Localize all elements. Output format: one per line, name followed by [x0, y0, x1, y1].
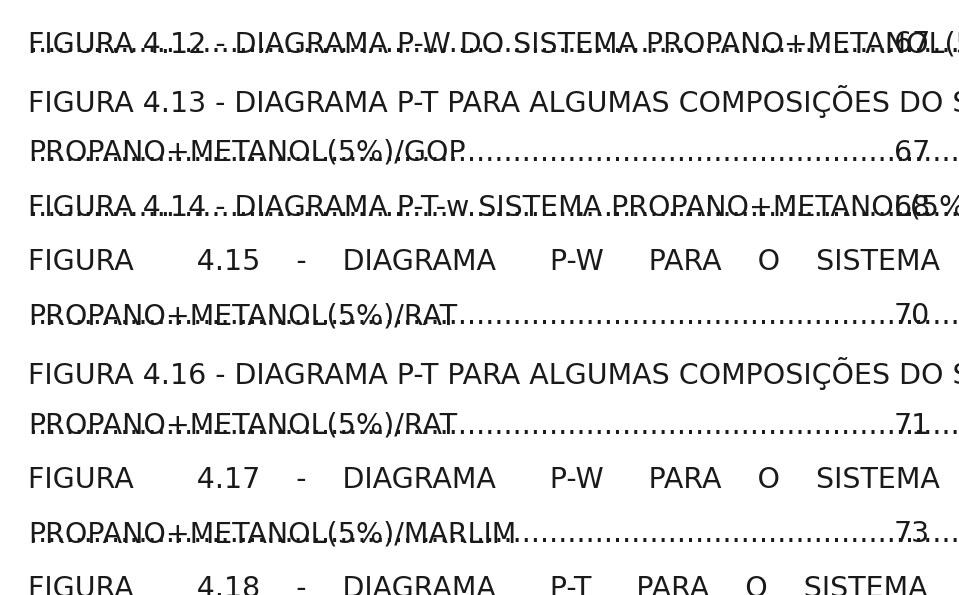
Text: PROPANO+METANOL(5%)/MARLIM: PROPANO+METANOL(5%)/MARLIM — [28, 521, 516, 549]
Text: ................................................................................: ........................................… — [29, 412, 959, 440]
Text: ................................................................................: ........................................… — [29, 30, 959, 58]
Text: 67: 67 — [894, 30, 930, 58]
Text: PROPANO+METANOL(5%)/RAT: PROPANO+METANOL(5%)/RAT — [28, 302, 457, 330]
Text: FIGURA       4.18    -    DIAGRAMA      P-T     PARA    O    SISTEMA: FIGURA 4.18 - DIAGRAMA P-T PARA O SISTEM… — [28, 575, 927, 595]
Text: 68: 68 — [894, 193, 930, 221]
Text: 70: 70 — [894, 302, 930, 330]
Text: FIGURA 4.14 - DIAGRAMA P-T-w SISTEMA PROPANO+METANOL(5%)/GOP: FIGURA 4.14 - DIAGRAMA P-T-w SISTEMA PRO… — [28, 193, 959, 221]
Text: FIGURA       4.15    -    DIAGRAMA      P-W     PARA    O    SISTEMA: FIGURA 4.15 - DIAGRAMA P-W PARA O SISTEM… — [28, 248, 940, 276]
Text: ................................................................................: ........................................… — [29, 193, 959, 221]
Text: PROPANO+METANOL(5%)/GOP: PROPANO+METANOL(5%)/GOP — [28, 139, 466, 167]
Text: 73: 73 — [894, 521, 930, 549]
Text: FIGURA 4.12 - DIAGRAMA P-W DO SISTEMA PROPANO+METANOL(5%)/GOP.: FIGURA 4.12 - DIAGRAMA P-W DO SISTEMA PR… — [28, 30, 959, 58]
Text: ................................................................................: ........................................… — [29, 521, 959, 549]
Text: FIGURA 4.13 - DIAGRAMA P-T PARA ALGUMAS COMPOSIÇÕES DO SISTEMA: FIGURA 4.13 - DIAGRAMA P-T PARA ALGUMAS … — [28, 84, 959, 117]
Text: FIGURA 4.16 - DIAGRAMA P-T PARA ALGUMAS COMPOSIÇÕES DO SISTEMA: FIGURA 4.16 - DIAGRAMA P-T PARA ALGUMAS … — [28, 357, 959, 390]
Text: ................................................................................: ........................................… — [29, 302, 959, 330]
Text: 67: 67 — [894, 139, 930, 167]
Text: 71: 71 — [894, 412, 930, 440]
Text: ................................................................................: ........................................… — [29, 139, 959, 167]
Text: FIGURA       4.17    -    DIAGRAMA      P-W     PARA    O    SISTEMA: FIGURA 4.17 - DIAGRAMA P-W PARA O SISTEM… — [28, 466, 940, 494]
Text: PROPANO+METANOL(5%)/RAT: PROPANO+METANOL(5%)/RAT — [28, 412, 457, 440]
